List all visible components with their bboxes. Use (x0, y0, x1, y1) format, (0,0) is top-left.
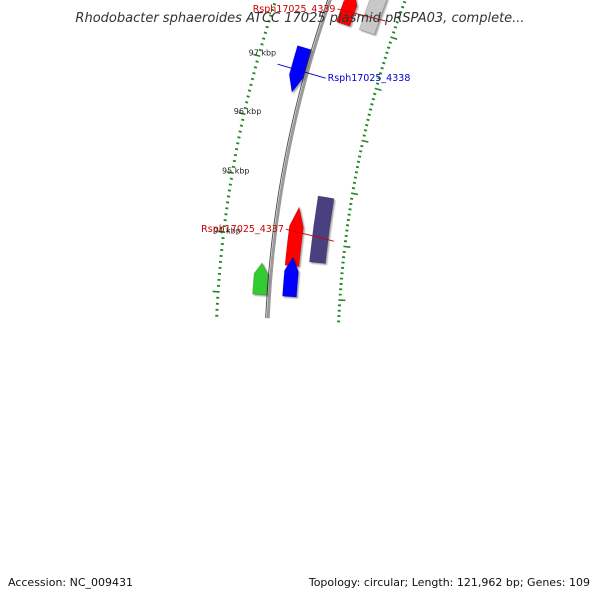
major-tick (390, 36, 398, 40)
minor-tick (236, 142, 240, 145)
topology-summary: Topology: circular; Length: 121,962 bp; … (308, 576, 590, 589)
rsph17025_4339-cds (336, 0, 358, 27)
minor-tick (260, 43, 264, 46)
minor-tick (252, 71, 256, 75)
rsph17025_4337-cds (284, 206, 304, 267)
map-title: Rhodobacter sphaeroides ATCC 17025 plasm… (75, 11, 524, 26)
minor-tick (234, 148, 239, 151)
gene-label-rsph17025_4339[interactable]: Rsph17025_4339 (253, 4, 336, 15)
minor-tick (397, 15, 401, 19)
minor-tick (233, 153, 238, 157)
minor-tick (371, 97, 375, 101)
label-leader-line (337, 8, 386, 22)
backbone-arc (266, 0, 332, 319)
minor-tick (359, 150, 363, 153)
minor-tick (363, 129, 368, 132)
minor-tick (261, 37, 266, 40)
minor-tick (239, 124, 244, 127)
major-tick (343, 245, 351, 249)
minor-tick (375, 82, 380, 85)
minor-tick (399, 10, 403, 14)
minor-tick (377, 77, 381, 80)
minor-tick (238, 130, 242, 133)
minor-tick (364, 123, 369, 127)
minor-tick (370, 103, 374, 106)
major-tick (253, 53, 261, 58)
minor-tick (272, 2, 277, 6)
tick-label-97: 97 kbp (249, 48, 277, 57)
label-leader-line (285, 228, 335, 242)
minor-tick (357, 155, 362, 158)
minor-tick (368, 108, 373, 111)
tick-marks (212, 0, 407, 323)
minor-tick (386, 46, 391, 49)
minor-tick (269, 14, 273, 17)
minor-tick (232, 159, 237, 163)
major-tick (238, 111, 246, 116)
minor-tick (400, 5, 405, 9)
minor-tick (241, 118, 245, 122)
minor-tick (354, 171, 359, 174)
minor-tick (249, 83, 253, 87)
minor-tick (237, 136, 241, 139)
minor-tick (388, 41, 392, 44)
minor-tick (367, 113, 371, 116)
backbone-arc (265, 0, 329, 319)
minor-tick (385, 51, 389, 55)
major-tick (361, 139, 369, 143)
minor-tick (231, 165, 235, 169)
minor-tick (391, 31, 396, 34)
minor-tick (247, 89, 252, 92)
minor-tick (253, 66, 258, 69)
feature-labels: Rsph17025_4337 Rsph17025_4338 Rsph17025_43… (201, 4, 411, 242)
minor-tick (366, 118, 370, 122)
gene-label-rsph17025_4337[interactable]: Rsph17025_4337 (201, 224, 284, 235)
minor-tick (243, 106, 247, 110)
minor-tick (402, 0, 407, 4)
minor-tick (250, 77, 255, 81)
minor-tick (270, 8, 275, 12)
tick-label-95: 95 kbp (222, 167, 250, 176)
minor-tick (255, 60, 259, 63)
minor-tick (355, 165, 360, 169)
tick-label-94: 94 kbp (213, 227, 241, 236)
minor-tick (373, 92, 377, 96)
feature-1-gene (309, 195, 335, 264)
accession-label: Accession: NC_009431 (8, 576, 133, 589)
minor-tick (395, 20, 399, 24)
minor-tick (263, 31, 268, 35)
major-tick (218, 230, 226, 234)
minor-tick (380, 66, 384, 70)
minor-tick (267, 20, 271, 23)
major-tick (226, 171, 234, 174)
minor-tick (382, 61, 386, 65)
gene-label-rsph17025_4338[interactable]: Rsph17025_4338 (328, 73, 411, 84)
backbone (265, 0, 332, 319)
minor-tick (383, 56, 388, 60)
minor-tick (356, 160, 361, 163)
feature-3-cds (252, 262, 269, 296)
rsph17025_4338-cds (288, 45, 312, 93)
minor-tick (378, 72, 383, 75)
minor-tick (393, 25, 398, 29)
major-tick (374, 87, 382, 92)
minor-tick (360, 144, 364, 148)
features (252, 0, 387, 298)
tick-label-96: 96 kbp (234, 107, 262, 116)
label-leader-line (277, 63, 326, 79)
minor-tick (265, 25, 269, 29)
minor-tick (352, 181, 357, 185)
minor-tick (246, 95, 250, 98)
minor-tick (245, 101, 249, 104)
minor-tick (258, 48, 262, 52)
minor-tick (353, 176, 358, 179)
major-tick (350, 192, 359, 196)
minor-tick (362, 134, 366, 137)
minor-tick (351, 187, 356, 190)
feature-2-cds (282, 256, 299, 298)
